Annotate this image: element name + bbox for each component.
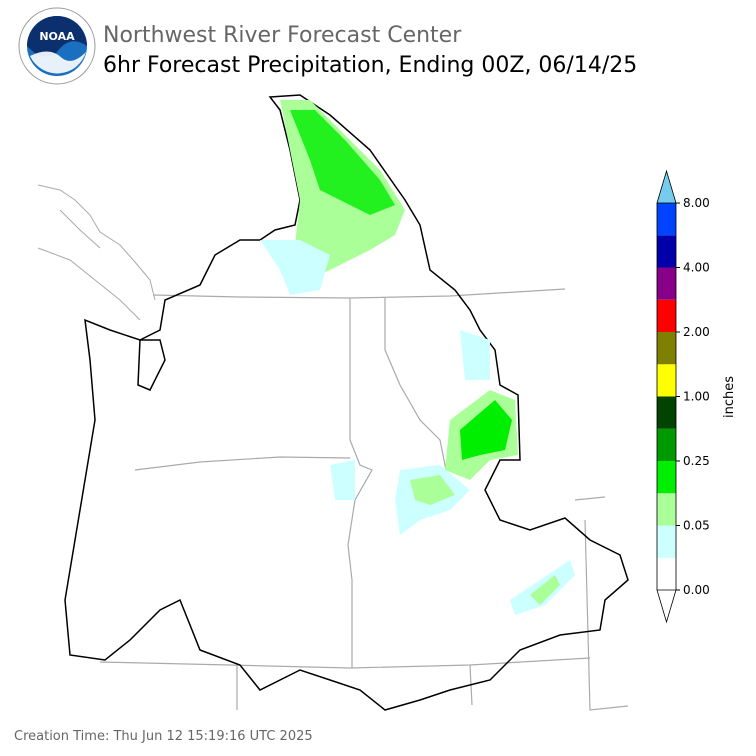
colorbar-segment [657,332,676,365]
colorbar-label: inches [722,376,737,418]
colorbar-segment [657,364,676,397]
colorbar-segment [657,396,676,429]
colorbar-under [656,589,677,624]
noaa-logo: NOAA [18,7,96,85]
colorbar-tick-label: 2.00 [683,325,710,339]
colorbar-tick-label: 0.25 [683,454,710,468]
colorbar-segment [657,557,676,590]
colorbar-tick-label: 4.00 [683,261,710,275]
colorbar-tick-label: 0.00 [683,583,710,597]
colorbar-segment [657,203,676,236]
subtitle: 6hr Forecast Precipitation, Ending 00Z, … [103,53,637,78]
colorbar-tick-label: 1.00 [683,390,710,404]
colorbar-segment [657,493,676,526]
title: Northwest River Forecast Center [103,23,462,48]
logo-text: NOAA [39,30,75,43]
creation-time: Creation Time: Thu Jun 12 15:19:16 UTC 2… [14,729,313,744]
colorbar-tick-label: 8.00 [683,196,710,210]
colorbar-over [656,169,677,204]
colorbar-segment [657,267,676,300]
colorbar: 0.00 0.05 0.25 1.00 2.00 4.00 8.00 [656,169,710,624]
colorbar-segment [657,235,676,268]
colorbar-tick-label: 0.05 [683,519,710,533]
map [37,94,629,711]
colorbar-segment [657,428,676,461]
colorbar-segment [657,299,676,332]
colorbar-segment [657,525,676,558]
colorbar-segment [657,461,676,494]
